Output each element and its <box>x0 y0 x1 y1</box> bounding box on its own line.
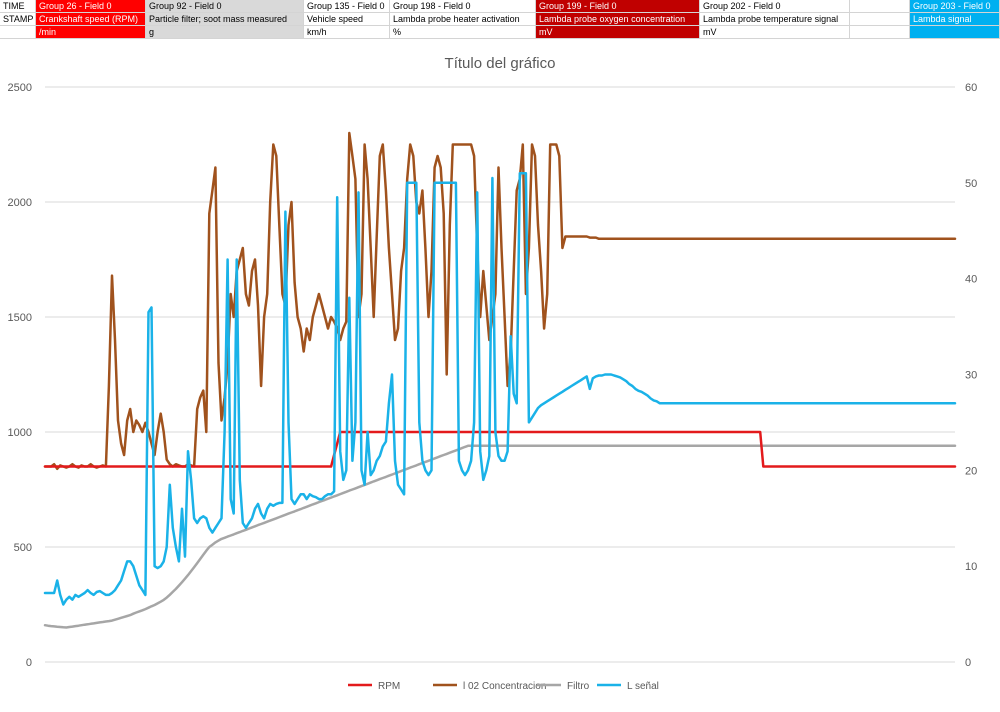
chart-area: Título del gráfico 0 500 1000 1500 2000 2500 … <box>0 40 1000 707</box>
sheet-cell-row3[interactable] <box>910 26 1000 39</box>
sheet-cell-row1[interactable]: Group 92 - Field 0 <box>146 0 304 13</box>
right-tick-label: 0 <box>965 657 971 669</box>
right-tick-label: 60 <box>965 82 977 94</box>
left-tick-label: 1500 <box>8 312 32 324</box>
series-line-1 <box>43 131 957 471</box>
sheet-cell-row1[interactable]: Group 199 - Field 0 <box>536 0 700 13</box>
left-tick-label: 1000 <box>8 427 32 439</box>
left-tick-label: 2500 <box>8 82 32 94</box>
legend-label: l 02 Concentracion <box>463 681 546 692</box>
right-tick-label: 40 <box>965 274 977 286</box>
sheet-cell-row2[interactable]: Particle filter; soot mass measured <box>146 13 304 26</box>
sheet-cell-row2[interactable]: Lambda probe temperature signal <box>700 13 850 26</box>
sheet-cell-row3[interactable]: g <box>146 26 304 39</box>
sheet-cell-row2[interactable]: Lambda signal <box>910 13 1000 26</box>
right-tick-label: 10 <box>965 561 977 573</box>
sheet-cell-row2[interactable]: Crankshaft speed (RPM) <box>36 13 146 26</box>
legend-label: L señal <box>627 681 659 692</box>
sheet-cell-row2[interactable]: Vehicle speed <box>304 13 390 26</box>
right-tick-label: 20 <box>965 465 977 477</box>
line-chart: Título del gráfico 05001000150020002500 … <box>0 40 1000 707</box>
left-axis: 0 500 1000 1500 2000 2500 <box>8 82 32 669</box>
series-lines <box>43 131 957 629</box>
left-tick-label: 2000 <box>8 197 32 209</box>
chart-background <box>0 40 1000 707</box>
sheet-cell-row1[interactable]: Group 198 - Field 0 <box>390 0 536 13</box>
sheet-cell-row2[interactable]: STAMP <box>0 13 36 26</box>
right-tick-label: 30 <box>965 370 977 382</box>
chart-title: Título del gráfico <box>445 55 556 72</box>
series-line-0 <box>43 430 957 468</box>
sheet-cell-row2[interactable]: Lambda probe oxygen concentration <box>536 13 700 26</box>
sheet-cell-row3[interactable]: /min <box>36 26 146 39</box>
sheet-cell-row1[interactable]: Group 202 - Field 0 <box>700 0 850 13</box>
sheet-cell-row1[interactable]: Group 203 - Field 0 <box>910 0 1000 13</box>
right-axis: 0 10 20 30 40 50 60 <box>965 82 977 669</box>
sheet-cell-row1[interactable]: Group 135 - Field 0 <box>304 0 390 13</box>
sheet-cell-row3[interactable]: km/h <box>304 26 390 39</box>
sheet-cell-row3[interactable]: mV <box>536 26 700 39</box>
series-line-3 <box>43 172 957 606</box>
legend-label: Filtro <box>567 681 590 692</box>
right-tick-label: 50 <box>965 178 977 190</box>
legend-label: RPM <box>378 681 400 692</box>
sheet-cell-row3[interactable] <box>850 26 910 39</box>
sheet-cell-row2[interactable]: Lambda probe heater activation <box>390 13 536 26</box>
left-tick-label: 500 <box>14 542 32 554</box>
sheet-cell-row1[interactable] <box>850 0 910 13</box>
sheet-cell-row3[interactable] <box>0 26 36 39</box>
sheet-cell-row1[interactable]: TIME <box>0 0 36 13</box>
spreadsheet-header: TIME STAMP Group 26 - Field 0 Crankshaft sp… <box>0 0 1000 40</box>
sheet-cell-row3[interactable]: mV <box>700 26 850 39</box>
left-tick-label: 0 <box>26 657 32 669</box>
sheet-cell-row2[interactable] <box>850 13 910 26</box>
legend: RPM l 02 Concentracion Filtro L señal <box>348 681 659 692</box>
sheet-cell-row1[interactable]: Group 26 - Field 0 <box>36 0 146 13</box>
series-line-2 <box>43 444 957 629</box>
sheet-cell-row3[interactable]: % <box>390 26 536 39</box>
